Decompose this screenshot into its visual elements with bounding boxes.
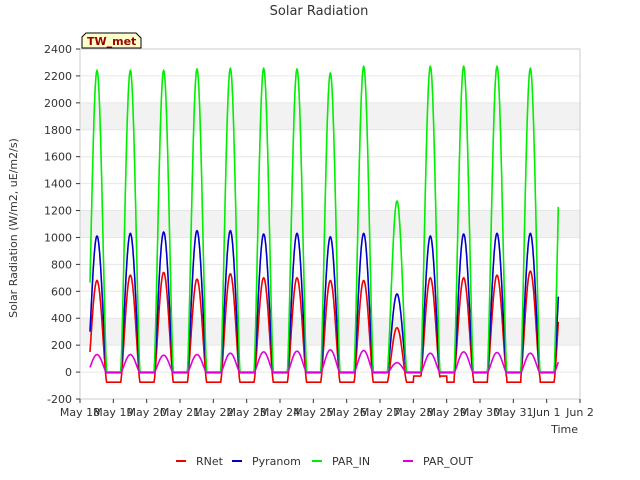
y-tick-label: -200: [47, 393, 72, 406]
series-line-par-out: [89, 349, 560, 374]
x-tick-label: May 28: [393, 406, 433, 419]
site-label: TW_met: [87, 35, 136, 48]
x-tick-label: May 24: [260, 406, 300, 419]
legend-label: PAR_OUT: [423, 455, 473, 468]
grid-band: [80, 102, 580, 130]
y-tick-label: 1800: [44, 124, 72, 137]
x-tick-label: Jun 2: [565, 406, 594, 419]
x-tick-label: May 21: [160, 406, 200, 419]
x-tick-label: Jun 1: [532, 406, 561, 419]
series-line-rnet: [89, 270, 560, 384]
x-tick-label: May 19: [93, 406, 133, 419]
legend-label: PAR_IN: [332, 455, 370, 468]
legend-label: Pyranom: [252, 455, 301, 468]
y-tick-label: 2000: [44, 97, 72, 110]
chart-title: Solar Radiation: [270, 4, 369, 19]
x-tick-label: May 20: [127, 406, 167, 419]
y-tick-label: 800: [51, 258, 72, 271]
y-tick-label: 0: [65, 366, 72, 379]
x-tick-label: May 27: [360, 406, 400, 419]
grid-band: [80, 318, 580, 346]
legend: RNet Pyranom PAR_IN PAR_OUT: [176, 455, 473, 468]
y-axis-ticks: -200 0 200 400 600 800 1000 1200 1400 1600 1800 200…: [44, 43, 80, 406]
y-tick-label: 400: [51, 312, 72, 325]
series-layer: [89, 64, 560, 384]
x-tick-label: May 18: [60, 406, 100, 419]
y-tick-label: 600: [51, 285, 72, 298]
grid-band: [80, 210, 580, 238]
y-tick-label: 1400: [44, 178, 72, 191]
x-axis-title: Time: [550, 423, 578, 436]
x-tick-label: May 31: [493, 406, 533, 419]
x-tick-label: May 30: [460, 406, 500, 419]
legend-label: RNet: [196, 455, 224, 468]
y-tick-label: 1200: [44, 205, 72, 218]
y-tick-label: 2400: [44, 43, 72, 56]
y-tick-label: 1000: [44, 231, 72, 244]
y-tick-label: 2200: [44, 70, 72, 83]
site-label-box: TW_met: [81, 32, 142, 49]
y-tick-label: 1600: [44, 151, 72, 164]
x-tick-label: May 26: [327, 406, 367, 419]
x-tick-label: May 22: [193, 406, 233, 419]
x-tick-label: May 29: [427, 406, 467, 419]
plot-frame: [79, 48, 581, 400]
y-axis-title: Solar Radiation (W/m2, uE/m2/s): [7, 138, 20, 318]
x-tick-label: May 25: [293, 406, 333, 419]
y-tick-label: 200: [51, 339, 72, 352]
x-tick-label: May 23: [227, 406, 267, 419]
